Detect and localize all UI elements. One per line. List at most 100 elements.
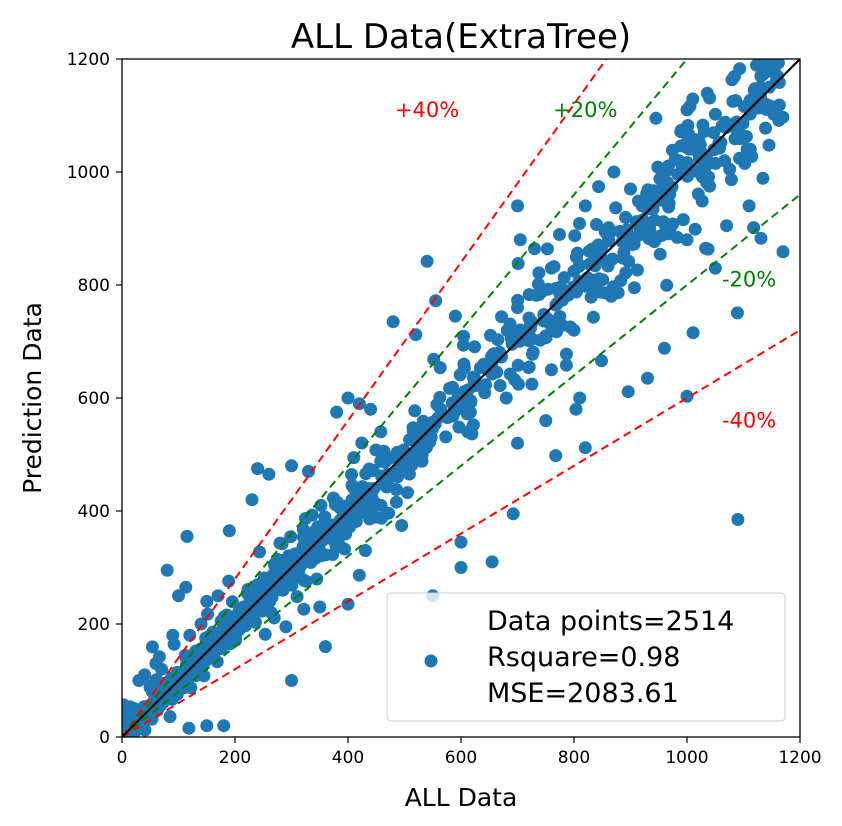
data-point [731, 513, 745, 526]
data-point [423, 435, 437, 449]
data-point [453, 368, 467, 382]
data-point [258, 585, 272, 598]
x-tick-label: 600 [445, 748, 477, 768]
data-point [302, 464, 315, 478]
data-point [731, 0, 744, 7]
data-point [433, 390, 447, 404]
data-point [748, 2, 761, 15]
data-point [573, 391, 587, 405]
data-point [262, 467, 276, 481]
data-point [680, 233, 694, 247]
reference-line-label: +20% [553, 98, 617, 122]
data-point [592, 180, 606, 194]
data-point [434, 402, 448, 416]
data-point [279, 620, 293, 634]
y-tick-label: 0 [99, 728, 110, 748]
data-point [759, 97, 773, 111]
data-point [271, 565, 285, 579]
data-point [374, 425, 388, 439]
data-point [771, 17, 784, 30]
data-point [408, 404, 422, 418]
data-point [493, 379, 507, 392]
data-point [733, 62, 747, 76]
data-point [484, 328, 497, 342]
y-tick-label: 600 [78, 389, 110, 409]
data-point [225, 595, 239, 609]
data-point [670, 230, 684, 244]
data-point [311, 520, 325, 534]
data-point [598, 225, 612, 239]
data-point [251, 462, 265, 476]
data-point [730, 306, 744, 320]
data-point [572, 259, 586, 273]
data-point [513, 233, 527, 247]
data-point [348, 499, 362, 513]
data-point [429, 294, 443, 308]
data-point [126, 702, 140, 716]
data-point [553, 228, 566, 241]
data-point [155, 662, 169, 676]
data-point [143, 679, 157, 693]
data-point [297, 602, 311, 616]
data-point [540, 242, 554, 256]
data-point [513, 323, 527, 337]
data-point [341, 391, 355, 405]
y-tick-label: 800 [78, 276, 110, 296]
legend-line-2: Rsquare=0.98 [487, 642, 680, 673]
data-point [201, 607, 215, 621]
data-point [590, 218, 603, 231]
data-point [503, 367, 517, 381]
data-point [505, 337, 519, 351]
data-point [682, 142, 696, 156]
legend-marker [424, 654, 438, 668]
data-point [522, 360, 536, 374]
data-point [585, 242, 599, 256]
legend-line-1: Data points=2514 [487, 606, 734, 637]
data-point [448, 309, 462, 323]
data-point [641, 371, 654, 385]
data-point [640, 187, 654, 201]
data-point [222, 574, 236, 588]
data-point [235, 602, 249, 616]
data-point [166, 628, 180, 642]
data-point [330, 405, 344, 419]
data-point [601, 259, 615, 273]
data-point [182, 721, 196, 735]
data-point [511, 358, 525, 372]
data-point [657, 227, 671, 241]
data-point [715, 119, 729, 133]
data-point [375, 511, 388, 525]
plot-area [121, 0, 801, 738]
legend: Data points=2514 Rsquare=0.98 MSE=2083.6… [386, 592, 786, 722]
data-point [163, 710, 177, 724]
data-point [776, 245, 790, 259]
data-point [477, 357, 491, 371]
x-tick-label: 800 [558, 748, 590, 768]
data-point [447, 404, 461, 418]
data-point [754, 69, 768, 83]
data-point [478, 386, 492, 400]
data-point [759, 121, 772, 135]
data-point [660, 278, 674, 292]
data-point [584, 290, 598, 304]
data-point [528, 242, 541, 256]
data-point [439, 430, 453, 444]
data-point [464, 395, 478, 409]
data-point [511, 436, 524, 450]
data-point [651, 160, 665, 174]
data-point [586, 310, 600, 324]
data-point [724, 173, 738, 187]
data-point [232, 623, 246, 637]
data-point [359, 467, 373, 481]
data-point [619, 266, 633, 280]
data-point [363, 512, 377, 526]
data-point [468, 340, 482, 354]
reference-line-label: -20% [722, 267, 776, 291]
data-point [349, 514, 363, 528]
data-point [688, 222, 702, 236]
data-point [532, 266, 546, 280]
data-point [485, 555, 499, 569]
data-point [745, 93, 758, 107]
data-point [712, 136, 726, 150]
data-point [604, 289, 618, 303]
